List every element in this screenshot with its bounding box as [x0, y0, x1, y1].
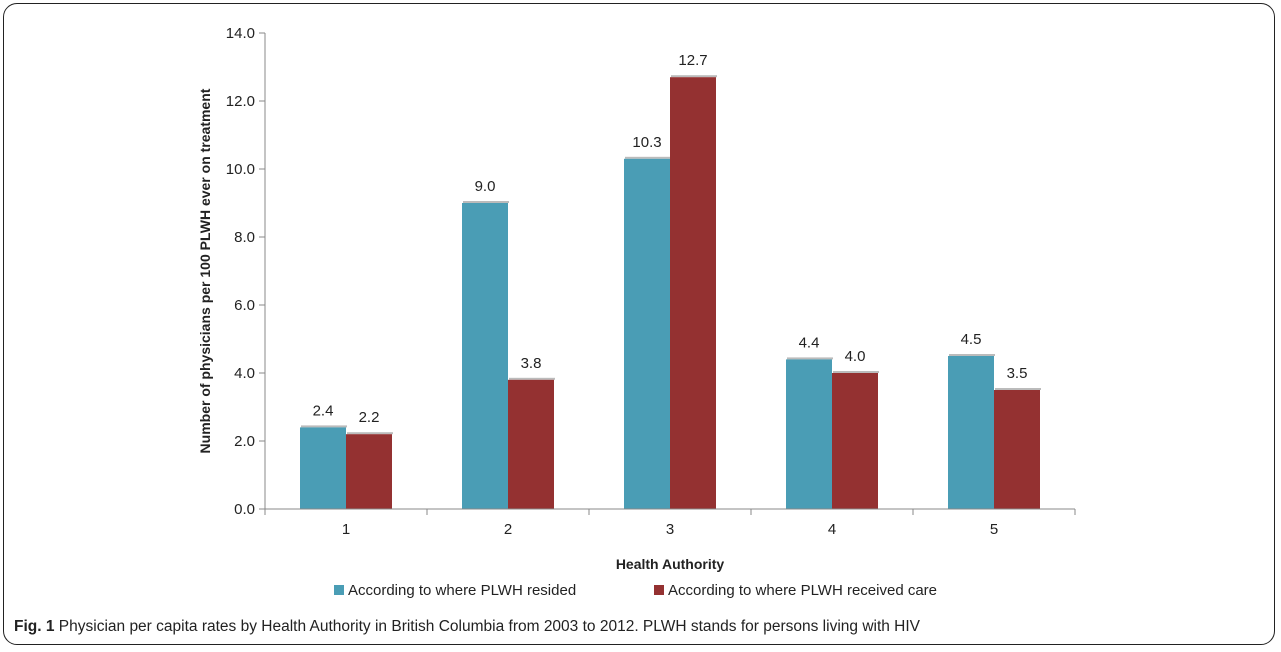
bar-received-care-1 [346, 434, 392, 509]
x-tick-label: 3 [666, 521, 674, 538]
bar-resided-2 [462, 203, 508, 509]
bar-shadow [463, 201, 509, 203]
y-tick-label: 6.0 [234, 297, 255, 314]
bar-shadow [995, 388, 1041, 390]
bar-shadow [625, 156, 671, 159]
data-label: 12.7 [678, 52, 707, 69]
data-label: 9.0 [475, 178, 496, 195]
data-label: 4.4 [799, 334, 820, 351]
bars: 2.4 2.2 9.0 3.8 10.3 12.7 4.4 4.0 4.5 3.5 [300, 52, 1041, 510]
data-label: 3.5 [1007, 365, 1028, 382]
data-label: 3.8 [521, 355, 542, 372]
bar-received-care-3 [670, 77, 716, 509]
y-axis-label: Number of physicians per 100 PLWH ever o… [197, 88, 213, 453]
x-tick-label: 2 [504, 521, 512, 538]
bar-resided-5 [948, 356, 994, 509]
bar-resided-4 [786, 359, 832, 509]
y-tick-label: 14.0 [226, 25, 255, 42]
data-label: 2.2 [359, 409, 380, 426]
figure-label: Fig. 1 [14, 618, 55, 635]
bar-shadow [671, 75, 717, 78]
x-axis-label: Health Authority [616, 556, 725, 572]
legend-label: According to where PLWH received care [668, 582, 937, 599]
bar-shadow [301, 425, 347, 428]
figure-caption-text: Physician per capita rates by Health Aut… [58, 618, 921, 635]
bar-shadow [787, 357, 833, 360]
data-label: 2.4 [313, 402, 334, 419]
bar-received-care-5 [994, 390, 1040, 509]
legend-swatch [334, 585, 344, 595]
bar-shadow [949, 354, 995, 356]
figure-caption: Fig. 1 Physician per capita rates by Hea… [14, 618, 920, 636]
bar-received-care-4 [832, 373, 878, 509]
x-tick-label: 1 [342, 521, 350, 538]
bar-received-care-2 [508, 379, 554, 509]
y-tick-label: 8.0 [234, 229, 255, 246]
y-tick-label: 4.0 [234, 365, 255, 382]
data-label: 4.5 [961, 331, 982, 348]
data-label: 4.0 [845, 348, 866, 365]
x-tick-label: 4 [828, 521, 836, 538]
y-tick-label: 0.0 [234, 501, 255, 518]
legend-label: According to where PLWH resided [348, 582, 576, 599]
x-tick-label: 5 [990, 521, 998, 538]
y-tick-label: 10.0 [226, 161, 255, 178]
y-tick-label: 12.0 [226, 93, 255, 110]
bar-shadow [347, 432, 393, 435]
data-label: 10.3 [632, 134, 661, 151]
bar-resided-3 [624, 158, 670, 510]
bar-shadow [509, 377, 555, 380]
x-axis-ticks: 1 2 3 4 5 [264, 509, 1076, 538]
legend-swatch [654, 585, 664, 595]
y-axis-ticks: 0.0 2.0 4.0 6.0 8.0 10.0 12.0 14.0 [226, 25, 265, 518]
y-tick-label: 2.0 [234, 433, 255, 450]
legend: According to where PLWH resided According… [334, 582, 937, 599]
bar-shadow [833, 371, 879, 373]
axes [264, 33, 1075, 510]
bar-resided-1 [300, 427, 346, 509]
